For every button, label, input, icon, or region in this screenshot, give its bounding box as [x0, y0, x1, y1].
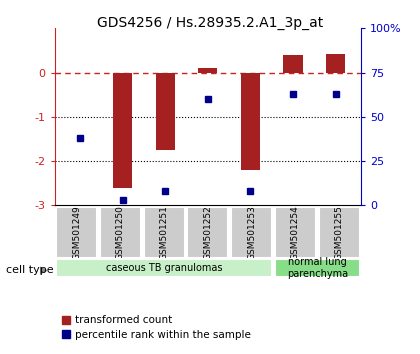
Bar [100, 207, 141, 258]
Bar [275, 207, 316, 258]
Text: GSM501251: GSM501251 [160, 205, 168, 260]
Bar [56, 207, 97, 258]
Bar [144, 207, 185, 258]
Bar [187, 207, 228, 258]
Text: GSM501253: GSM501253 [247, 205, 256, 260]
Bar [198, 68, 218, 73]
Text: cell type: cell type [6, 265, 54, 275]
Text: normal lung
parenchyma: normal lung parenchyma [287, 257, 348, 279]
Bar [326, 54, 345, 73]
Text: GSM501254: GSM501254 [291, 205, 300, 260]
Bar [284, 55, 303, 73]
Legend: transformed count, percentile rank within the sample: transformed count, percentile rank withi… [57, 311, 255, 344]
Bar [113, 73, 132, 188]
Bar [231, 207, 272, 258]
Text: GSM501250: GSM501250 [116, 205, 125, 260]
Bar [241, 73, 260, 170]
Text: GSM501255: GSM501255 [335, 205, 344, 260]
Bar [319, 207, 360, 258]
Bar [275, 259, 360, 277]
Text: GDS4256 / Hs.28935.2.A1_3p_at: GDS4256 / Hs.28935.2.A1_3p_at [97, 16, 323, 30]
Bar [156, 73, 175, 150]
Text: GSM501252: GSM501252 [203, 205, 213, 260]
Text: GSM501249: GSM501249 [72, 205, 81, 260]
Bar [56, 259, 272, 277]
Text: caseous TB granulomas: caseous TB granulomas [106, 263, 222, 273]
